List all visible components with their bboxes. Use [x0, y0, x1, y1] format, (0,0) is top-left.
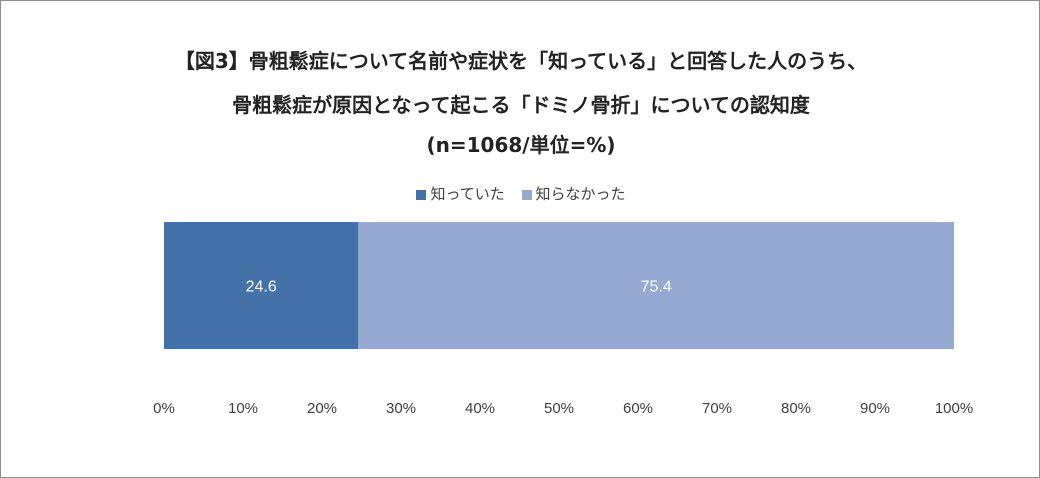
legend-swatch-known [416, 189, 427, 200]
x-tick-label: 0% [153, 400, 175, 417]
bar-segment-known [164, 222, 359, 349]
x-tick-label: 20% [307, 400, 337, 417]
x-tick-label: 90% [860, 400, 890, 417]
legend-swatch-unknown [521, 189, 532, 200]
bar-segment-unknown [358, 222, 955, 349]
chart-title-line-2: 骨粗鬆症が原因となって起こる「ドミノ骨折」についての認知度 [232, 93, 810, 117]
data-label-unknown: 75.4 [641, 279, 672, 296]
legend-item-known: 知っていた [416, 183, 505, 204]
x-tick-label: 100% [935, 400, 973, 417]
x-tick-label: 30% [386, 400, 416, 417]
x-tick-label: 50% [544, 400, 574, 417]
chart-subtitle: (n=1068/単位=%) [426, 133, 616, 157]
data-label-known: 24.6 [246, 279, 277, 296]
x-tick-label: 40% [465, 400, 495, 417]
chart-title-line-1: 【図3】骨粗鬆症について名前や症状を「知っている」と回答した人のうち、 [174, 49, 868, 73]
x-tick-label: 60% [623, 400, 653, 417]
x-tick-label: 80% [781, 400, 811, 417]
chart-legend: 知っていた 知らなかった [1, 183, 1040, 204]
x-tick-label: 10% [228, 400, 258, 417]
legend-label-unknown: 知らなかった [535, 185, 626, 203]
legend-label-known: 知っていた [430, 185, 505, 203]
x-tick-label: 70% [702, 400, 732, 417]
legend-item-unknown: 知らなかった [521, 183, 626, 204]
